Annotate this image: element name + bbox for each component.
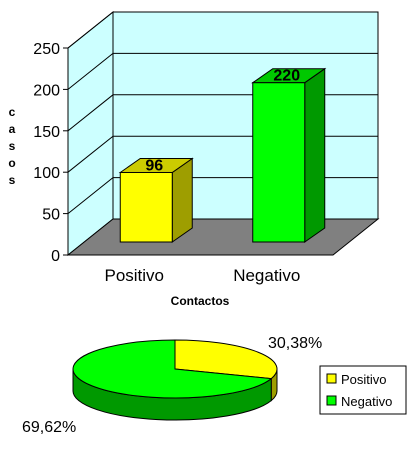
x-tick-label: Negativo bbox=[233, 266, 300, 285]
bar-side bbox=[171, 157, 193, 243]
y-axis-title-letter: o bbox=[8, 156, 15, 170]
legend-swatch-negativo bbox=[326, 395, 337, 406]
y-axis-ticks: 0 50 100 150 200 250 bbox=[33, 41, 68, 265]
y-axis-title-letter: c bbox=[9, 105, 16, 119]
bar-negativo bbox=[251, 67, 327, 243]
bar-side bbox=[304, 67, 326, 243]
y-tick-label: 200 bbox=[33, 82, 60, 99]
y-tick-label: 0 bbox=[51, 248, 60, 265]
pie-slices bbox=[72, 339, 278, 421]
bar-chart: 0 50 100 150 200 250 Positivo Negativo 96 220 c… bbox=[8, 10, 380, 308]
pie-slice-negativo bbox=[72, 339, 273, 399]
bar-positivo bbox=[118, 157, 194, 243]
legend-label-positivo: Positivo bbox=[341, 372, 387, 387]
x-axis-ticks: Positivo Negativo bbox=[104, 266, 300, 285]
pie-label-positivo: 30,38% bbox=[268, 335, 322, 352]
legend-label-negativo: Negativo bbox=[341, 394, 392, 409]
bar-data-labels: 96 220 bbox=[145, 68, 300, 175]
pie-legend: Positivo Negativo bbox=[319, 365, 407, 415]
y-axis-title-letter: s bbox=[9, 139, 16, 153]
y-tick-label: 100 bbox=[33, 165, 60, 182]
bar-data-label: 220 bbox=[273, 68, 300, 85]
bar-front bbox=[119, 171, 173, 243]
y-tick-label: 150 bbox=[33, 124, 60, 141]
side-wall bbox=[67, 10, 114, 257]
y-tick-label: 250 bbox=[33, 41, 60, 58]
y-axis-title-letter: a bbox=[9, 122, 16, 136]
bar-data-label: 96 bbox=[145, 157, 163, 174]
legend-swatch-positivo bbox=[326, 373, 337, 384]
pie-chart: 30,38% 69,62% bbox=[22, 335, 322, 436]
y-axis-title-letter: s bbox=[9, 173, 16, 187]
bars bbox=[118, 67, 327, 243]
pie-slice-positivo bbox=[174, 339, 278, 380]
pie-label-negativo: 69,62% bbox=[22, 419, 76, 436]
bar-front bbox=[252, 82, 306, 243]
y-tick-label: 50 bbox=[42, 207, 60, 224]
gridline bbox=[67, 52, 378, 90]
gridline bbox=[67, 11, 378, 49]
x-axis-title: Contactos bbox=[171, 294, 230, 308]
x-tick-label: Positivo bbox=[104, 266, 164, 285]
floor bbox=[66, 218, 380, 256]
